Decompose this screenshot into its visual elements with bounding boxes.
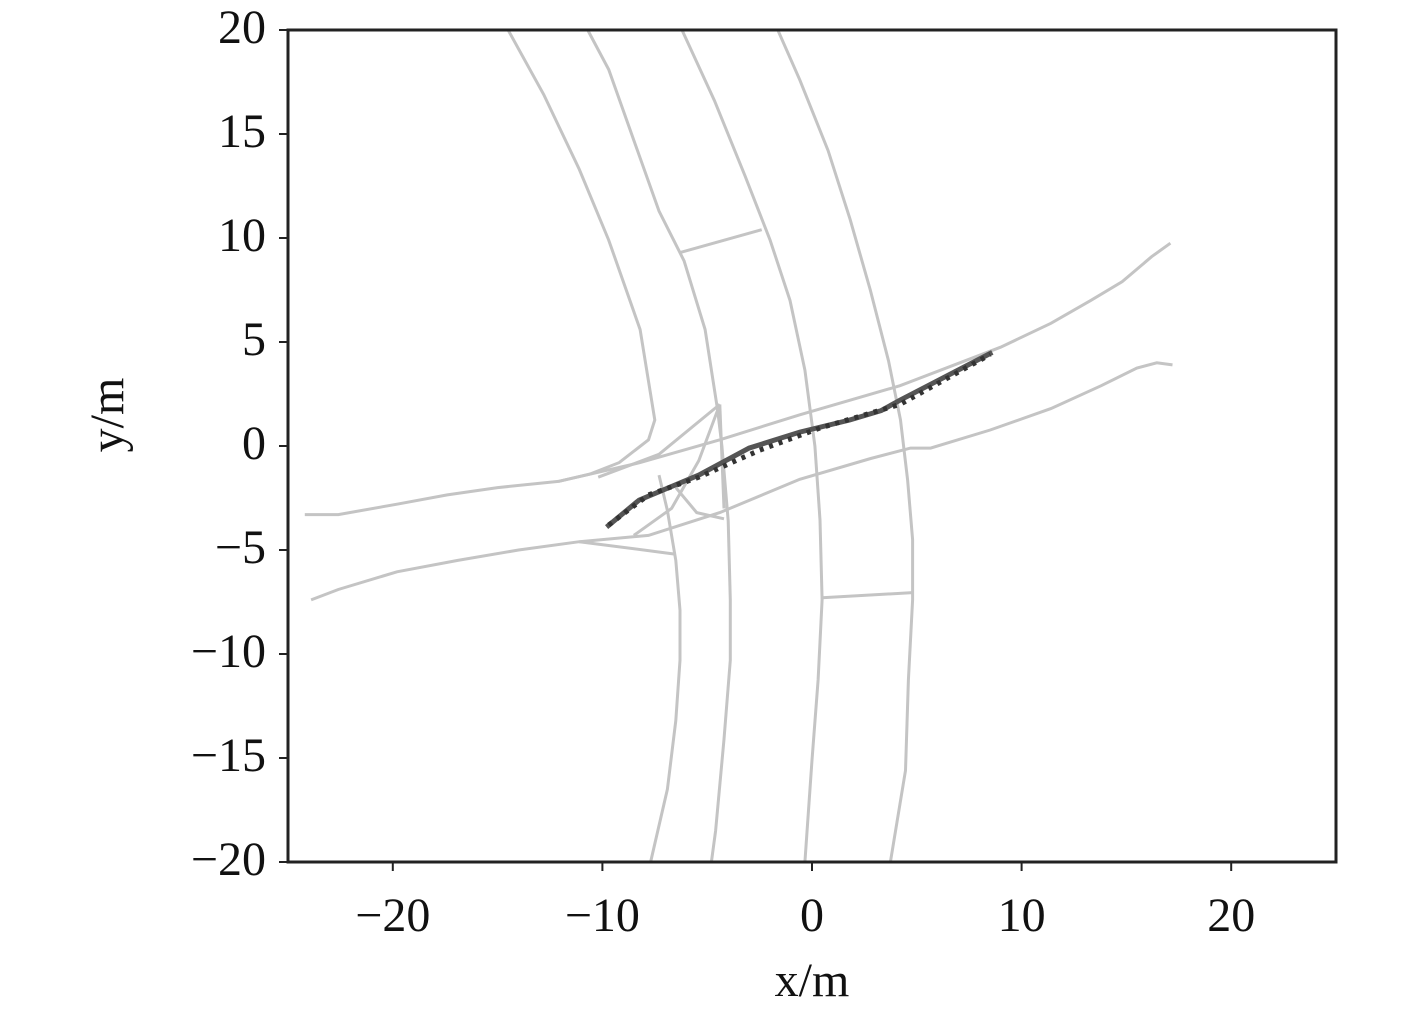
line: [579, 540, 676, 556]
line: [304, 241, 1172, 517]
line: [674, 486, 725, 521]
x-tick-label: 20: [1207, 889, 1255, 942]
line: [680, 29, 824, 863]
line: [506, 29, 657, 483]
line: [822, 591, 913, 600]
line: [632, 403, 722, 537]
plot-frame: [286, 28, 1338, 864]
x-tick-label: 0: [800, 889, 824, 942]
x-axis-label: x/m: [775, 954, 850, 1007]
line: [586, 29, 732, 863]
y-tick-label: 0: [242, 417, 266, 470]
y-tick-label: −5: [215, 521, 266, 574]
line: [649, 474, 682, 863]
y-axis-label: y/m: [81, 378, 134, 453]
y-tick-label: 10: [218, 209, 266, 262]
x-tick-label: 10: [998, 889, 1046, 942]
line: [776, 29, 915, 863]
line: [718, 404, 726, 509]
x-tick-label: −10: [565, 889, 640, 942]
line: [679, 228, 763, 255]
y-tick-label: 20: [218, 1, 266, 54]
line: [310, 361, 1173, 602]
y-tick-label: −10: [191, 625, 266, 678]
y-tick-label: 15: [218, 105, 266, 158]
y-tick-label: −20: [191, 833, 266, 886]
y-tick-label: −15: [191, 729, 266, 782]
y-tick-label: 5: [242, 313, 266, 366]
line: [597, 403, 721, 479]
x-tick-label: −20: [355, 889, 430, 942]
